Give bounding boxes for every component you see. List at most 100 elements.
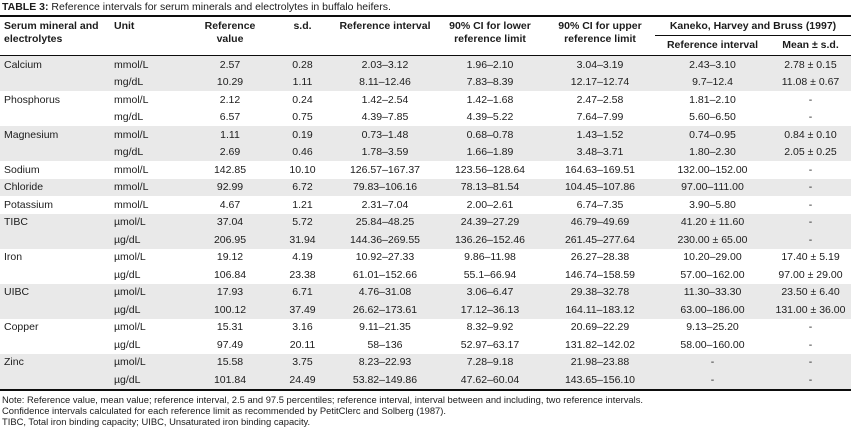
cell-kaneko-mean: - xyxy=(808,111,813,123)
cell-ci-upper: 3.48–3.71 xyxy=(576,146,624,158)
table-row: Copper µmol/L 15.31 3.16 9.11–21.35 8.32–9.92… xyxy=(0,319,851,337)
col-header-kaneko-mean-sd: Mean ± s.d. xyxy=(782,38,839,51)
cell-kaneko-mean: 131.00 ± 36.00 xyxy=(775,303,846,316)
cell-mineral: Zinc xyxy=(4,356,24,368)
reference-intervals-table: Serum mineral and electrolytes Unit Refe… xyxy=(0,15,851,391)
cell-kaneko-ri: 2.43–3.10 xyxy=(689,58,736,71)
cell-ref-value: 10.29 xyxy=(216,76,244,88)
cell-kaneko-ri: 41.20 ± 11.60 xyxy=(680,216,745,228)
cell-kaneko-ri: - xyxy=(710,373,715,386)
cell-kaneko-mean: 11.08 ± 0.67 xyxy=(781,76,840,88)
cell-ref-interval: 4.76–31.08 xyxy=(358,286,412,298)
cell-kaneko-ri: 10.20–29.00 xyxy=(683,251,742,263)
cell-ci-lower: 7.83–8.39 xyxy=(466,76,514,88)
cell-mineral xyxy=(0,371,110,390)
table-row: µg/dL 97.49 20.11 58–136 52.97–63.17 131.82–1… xyxy=(0,336,851,354)
cell-ref-value: 17.93 xyxy=(216,286,244,298)
footnote-abbreviations: TIBC, Total iron binding capacity; UIBC,… xyxy=(2,416,311,428)
table-row: mg/dL 2.69 0.46 1.78–3.59 1.66–1.89 3.48–3.71… xyxy=(0,143,851,162)
cell-ref-value: 206.95 xyxy=(213,233,247,246)
cell-unit: µg/dL xyxy=(114,373,141,386)
cell-ref-value: 142.85 xyxy=(213,163,247,176)
cell-sd: 37.49 xyxy=(289,303,316,316)
cell-sd: 0.24 xyxy=(292,93,313,106)
table-row: Iron µmol/L 19.12 4.19 10.92–27.33 9.86–11.98… xyxy=(0,249,851,267)
cell-kaneko-ri: 230.00 ± 65.00 xyxy=(677,233,748,246)
table-row: µg/dL 106.84 23.38 61.01–152.66 55.1–66.94 14… xyxy=(0,266,851,284)
cell-mineral xyxy=(0,336,110,354)
cell-sd: 3.16 xyxy=(292,321,313,333)
cell-kaneko-ri: 11.30–33.30 xyxy=(683,286,742,298)
table-row: UIBC µmol/L 17.93 6.71 4.76–31.08 3.06–6.47 29… xyxy=(0,283,851,301)
cell-ci-lower: 2.00–2.61 xyxy=(466,198,514,211)
cell-sd: 1.21 xyxy=(292,198,313,211)
cell-ref-value: 92.99 xyxy=(216,181,244,193)
cell-ci-lower: 1.96–2.10 xyxy=(466,58,514,71)
cell-ci-lower: 52.97–63.17 xyxy=(460,338,520,351)
cell-sd: 4.19 xyxy=(292,251,313,263)
col-header-ci-upper: 90% CI for upper reference limit xyxy=(558,20,642,45)
cell-sd: 10.10 xyxy=(289,163,316,176)
col-header-reference-interval: Reference interval xyxy=(339,20,431,32)
cell-sd: 0.75 xyxy=(292,111,313,123)
cell-ref-value: 2.69 xyxy=(219,146,241,158)
cell-unit: µmol/L xyxy=(114,251,146,263)
cell-unit: µmol/L xyxy=(114,321,146,333)
cell-unit: mg/dL xyxy=(114,76,144,88)
cell-mineral xyxy=(0,144,110,162)
cell-sd: 23.38 xyxy=(289,268,316,281)
cell-ci-upper: 29.38–32.78 xyxy=(570,286,630,298)
table-row: TIBC µmol/L 37.04 5.72 25.84–48.25 24.39–27.2… xyxy=(0,213,851,231)
footnote-definitions: Note: Reference value, mean value; refer… xyxy=(2,393,643,405)
cell-ref-value: 1.11 xyxy=(220,128,240,141)
cell-unit: µg/dL xyxy=(114,303,141,316)
cell-ci-lower: 8.32–9.92 xyxy=(466,321,514,333)
cell-sd: 20.11 xyxy=(289,338,316,351)
cell-kaneko-mean: 2.05 ± 0.25 xyxy=(784,146,837,158)
cell-kaneko-mean: - xyxy=(808,198,813,211)
table-body: Calcium mmol/L 2.57 0.28 2.03–3.12 1.96–2.10 3… xyxy=(0,55,851,390)
cell-ci-upper: 3.04–3.19 xyxy=(576,58,624,71)
cell-unit: mmol/L xyxy=(114,198,149,211)
cell-ci-lower: 55.1–66.94 xyxy=(463,268,517,281)
cell-mineral xyxy=(0,109,110,127)
cell-unit: µmol/L xyxy=(114,216,146,228)
cell-ci-lower: 78.13–81.54 xyxy=(460,181,520,193)
cell-ci-lower: 1.66–1.89 xyxy=(466,146,514,158)
cell-mineral xyxy=(0,301,110,319)
cell-unit: mmol/L xyxy=(114,128,149,141)
cell-ref-interval: 79.83–106.16 xyxy=(352,181,418,193)
cell-ci-upper: 164.11–183.12 xyxy=(565,303,635,316)
cell-mineral: Phosphorus xyxy=(4,93,61,106)
cell-kaneko-mean: 2.78 ± 0.15 xyxy=(784,58,837,71)
cell-ci-upper: 6.74–7.35 xyxy=(576,198,624,211)
cell-sd: 6.72 xyxy=(292,181,313,193)
cell-kaneko-mean: - xyxy=(808,181,813,193)
cell-unit: µg/dL xyxy=(114,233,141,246)
table-row: Chloride mmol/L 92.99 6.72 79.83–106.16 78.13… xyxy=(0,178,851,196)
cell-ci-upper: 261.45–277.64 xyxy=(564,233,636,246)
cell-ci-lower: 136.26–152.46 xyxy=(454,233,526,246)
cell-kaneko-ri: 0.74–0.95 xyxy=(689,128,736,141)
cell-ci-upper: 146.74–158.59 xyxy=(564,268,636,281)
col-header-mineral: Serum mineral and electrolytes xyxy=(4,20,99,45)
cell-ci-lower: 9.86–11.98 xyxy=(464,251,516,263)
cell-ci-upper: 2.47–2.58 xyxy=(576,93,624,106)
cell-ref-interval: 26.62–173.61 xyxy=(352,303,418,316)
cell-sd: 6.71 xyxy=(292,286,313,298)
cell-sd: 31.94 xyxy=(289,233,316,246)
cell-ref-value: 106.84 xyxy=(213,268,247,281)
cell-ci-upper: 46.79–49.69 xyxy=(570,216,630,228)
cell-unit: µmol/L xyxy=(114,356,146,368)
cell-ref-interval: 2.31–7.04 xyxy=(361,198,409,211)
footnote-confidence-intervals: Confidence intervals calculated for each… xyxy=(2,404,446,416)
col-header-unit: Unit xyxy=(114,20,135,32)
cell-kaneko-ri: 5.60–6.50 xyxy=(689,111,736,123)
cell-ref-value: 37.04 xyxy=(216,216,244,228)
cell-kaneko-ri: - xyxy=(710,356,715,368)
cell-kaneko-mean: 97.00 ± 29.00 xyxy=(778,268,843,281)
cell-ref-interval: 2.03–3.12 xyxy=(361,58,409,71)
cell-ref-value: 19.12 xyxy=(216,251,244,263)
table-row: mg/dL 10.29 1.11 8.11–12.46 7.83–8.39 12.17–1… xyxy=(0,73,851,92)
cell-mineral xyxy=(0,74,110,92)
